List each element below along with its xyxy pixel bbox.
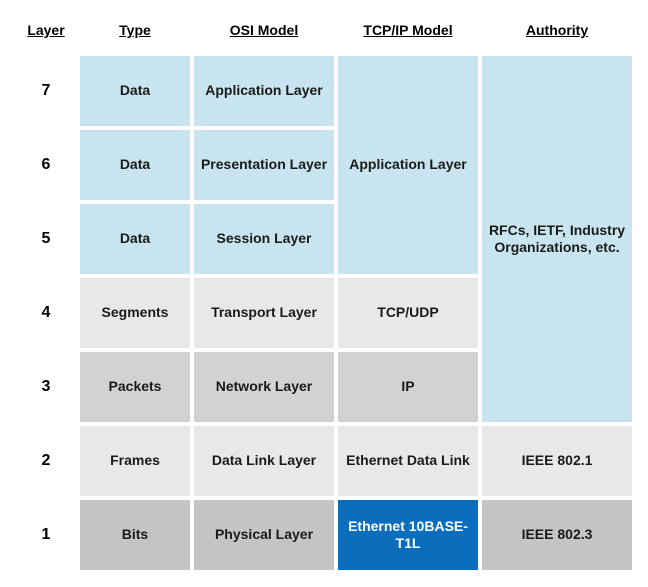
layer-number: 3: [16, 352, 76, 422]
type-cell: Data: [80, 56, 190, 126]
osi-cell: Session Layer: [194, 204, 334, 274]
type-cell: Data: [80, 204, 190, 274]
tcpip-cell-transport: TCP/UDP: [338, 278, 478, 348]
authority-cell-ieee8021: IEEE 802.1: [482, 426, 632, 496]
tcpip-cell-physical-highlight: Ethernet 10BASE-T1L: [338, 500, 478, 570]
type-cell: Frames: [80, 426, 190, 496]
col-header-osi: OSI Model: [194, 16, 334, 52]
authority-cell-ieee8023: IEEE 802.3: [482, 500, 632, 570]
layer-number: 7: [16, 56, 76, 126]
osi-cell: Application Layer: [194, 56, 334, 126]
osi-cell: Presentation Layer: [194, 130, 334, 200]
osi-tcpip-table: Layer Type OSI Model TCP/IP Model Author…: [16, 16, 632, 570]
layer-number: 1: [16, 500, 76, 570]
type-cell: Bits: [80, 500, 190, 570]
tcpip-cell-datalink: Ethernet Data Link: [338, 426, 478, 496]
osi-cell: Transport Layer: [194, 278, 334, 348]
layer-number: 5: [16, 204, 76, 274]
type-cell: Packets: [80, 352, 190, 422]
authority-cell-rfcs: RFCs, IETF, Industry Organizations, etc.: [482, 56, 632, 422]
col-header-layer: Layer: [16, 16, 76, 52]
layer-number: 2: [16, 426, 76, 496]
type-cell: Segments: [80, 278, 190, 348]
col-header-authority: Authority: [482, 16, 632, 52]
tcpip-cell-network: IP: [338, 352, 478, 422]
col-header-type: Type: [80, 16, 190, 52]
osi-cell: Data Link Layer: [194, 426, 334, 496]
type-cell: Data: [80, 130, 190, 200]
col-header-tcpip: TCP/IP Model: [338, 16, 478, 52]
layer-number: 4: [16, 278, 76, 348]
osi-cell: Network Layer: [194, 352, 334, 422]
layer-number: 6: [16, 130, 76, 200]
osi-cell: Physical Layer: [194, 500, 334, 570]
tcpip-cell-application: Application Layer: [338, 56, 478, 274]
